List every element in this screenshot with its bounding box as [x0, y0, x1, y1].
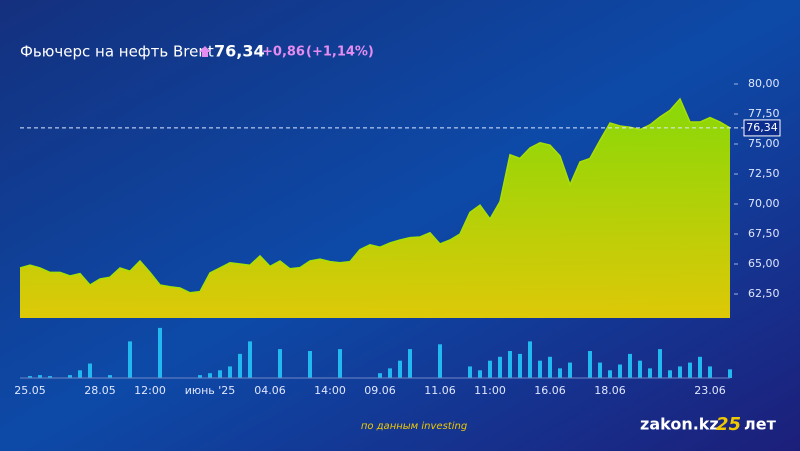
volume-bar [688, 362, 692, 378]
logo-years: 25 [716, 414, 741, 435]
volume-bar [278, 349, 282, 378]
volume-bar [238, 353, 242, 378]
volume-bar [478, 370, 482, 378]
current-box [743, 119, 781, 137]
volume-bar [388, 368, 392, 378]
volume-bar [108, 375, 112, 378]
y-tick-label: 65,00 [748, 257, 780, 270]
y-tick-label: 67,50 [748, 227, 780, 240]
volume-bar [248, 341, 252, 378]
y-tick-label: 75,00 [748, 137, 780, 150]
y-tick-label: 80,00 [748, 77, 780, 90]
x-tick-label: 18.06 [594, 384, 626, 397]
volume-bar [538, 360, 542, 378]
volume-bar [408, 349, 412, 378]
volume-bar [468, 366, 472, 378]
x-tick-label: 12:00 [134, 384, 166, 397]
volume-bar [198, 375, 202, 378]
volume-bar [68, 375, 72, 378]
x-tick-label: 25.05 [14, 384, 46, 397]
line [19, 97, 731, 294]
volume-bar [618, 364, 622, 378]
volume-bar [598, 362, 602, 378]
x-tick-label: 14:00 [314, 384, 346, 397]
volume-bar [88, 363, 92, 378]
source: по данным investing [361, 421, 467, 432]
volume-bar [228, 366, 232, 378]
area [20, 99, 730, 318]
volume-bar [128, 341, 132, 378]
y-tick-label: 62,50 [748, 287, 780, 300]
volume-bar [158, 327, 162, 378]
volume-bar [498, 356, 502, 378]
change-percent: (+1,14%) [306, 45, 374, 60]
x-tick-label: 11:00 [474, 384, 506, 397]
volume-bar [548, 356, 552, 378]
volume-bar [608, 370, 612, 378]
volume-bar [438, 344, 442, 378]
x-tick-label: июнь '25 [185, 384, 236, 397]
volume-bar [208, 373, 212, 378]
volume-bar [568, 362, 572, 378]
volume-bar [38, 375, 42, 378]
logo: zakon.kz [640, 415, 719, 434]
volume-bar [218, 370, 222, 378]
volume-bar [668, 370, 672, 378]
volume-bar [588, 351, 592, 378]
volume-bar [28, 376, 32, 378]
change: +0,86 [262, 45, 305, 60]
up-arrow [199, 46, 211, 57]
volume-bar [698, 356, 702, 378]
header: Фьючерс на нефть Brent 76,34 +0,86 (+1,1… [20, 42, 374, 61]
volume-bar [378, 373, 382, 378]
volume-bar [628, 353, 632, 378]
x-tick-label: 23.06 [694, 384, 726, 397]
volume-bar [48, 376, 52, 378]
volume-bar [308, 351, 312, 378]
x-tick-label: 04.06 [254, 384, 286, 397]
volume-bar [508, 351, 512, 378]
x-tick-label: 11.06 [424, 384, 456, 397]
volume-bar [708, 366, 712, 378]
volume-bar [658, 349, 662, 378]
y-tick-label: 70,00 [748, 197, 780, 210]
price: 76,34 [214, 42, 265, 61]
y-tick-label: 77,50 [748, 107, 780, 120]
volume-bar [398, 360, 402, 378]
logo-suffix: лет [744, 415, 777, 434]
y-tick-label: 72,50 [748, 167, 780, 180]
chart-title: Фьючерс на нефть Brent [20, 43, 214, 61]
volume-bar [638, 360, 642, 378]
current-label: 76,34 [746, 121, 778, 134]
volume-bar [78, 370, 82, 378]
volume-bar [488, 360, 492, 378]
x-tick-label: 09.06 [364, 384, 396, 397]
volume-bar [558, 368, 562, 378]
volume-bar [728, 369, 732, 378]
x-tick-label: 28.05 [84, 384, 116, 397]
volume-bar [528, 341, 532, 378]
x-tick-label: 16.06 [534, 384, 566, 397]
volume-bar [678, 366, 682, 378]
volume-bar [518, 353, 522, 378]
volume-bar [648, 368, 652, 378]
volume-bar [338, 349, 342, 378]
